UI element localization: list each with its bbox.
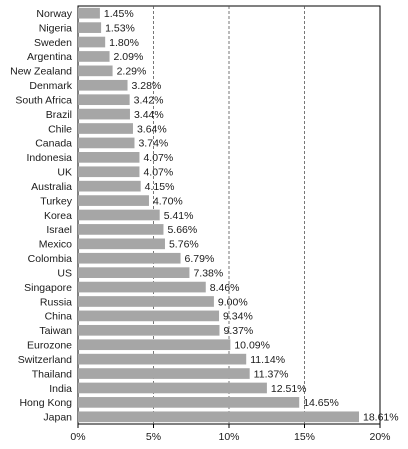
x-tick-label: 15%	[294, 431, 315, 443]
bar	[78, 296, 214, 307]
category-label: Russia	[40, 296, 72, 308]
value-label: 3.42%	[134, 94, 164, 106]
bar	[78, 397, 300, 408]
category-label: China	[45, 311, 73, 323]
bar	[78, 339, 231, 351]
category-label: Nigeria	[39, 22, 72, 34]
category-label: Canada	[35, 138, 72, 150]
value-label: 18.61%	[363, 412, 399, 424]
category-label: Indonesia	[26, 152, 72, 164]
category-label: Norway	[36, 8, 72, 20]
bar	[78, 267, 190, 278]
bar	[78, 195, 149, 206]
bar	[78, 123, 133, 134]
value-label: 14.65%	[303, 397, 339, 409]
category-label: Brazil	[46, 109, 72, 121]
x-tick-label: 0%	[70, 431, 85, 443]
category-label: Denmark	[29, 80, 72, 92]
bar	[78, 79, 128, 91]
bar	[78, 108, 130, 120]
category-label: Chile	[48, 123, 72, 135]
bar	[78, 94, 130, 106]
category-label: Australia	[31, 181, 72, 193]
value-label: 4.15%	[145, 181, 175, 193]
value-label: 11.37%	[254, 368, 289, 380]
x-tick-label: 10%	[218, 431, 239, 443]
value-label: 5.76%	[169, 239, 199, 251]
bar	[78, 252, 181, 264]
category-label: Korea	[44, 210, 72, 222]
value-label: 3.28%	[132, 80, 162, 92]
bar	[78, 411, 360, 423]
category-label: South Africa	[15, 94, 72, 106]
bar	[78, 152, 140, 163]
category-label: Japan	[43, 412, 72, 424]
bar	[78, 7, 100, 19]
bar	[78, 310, 220, 322]
category-label: Thailand	[32, 368, 72, 380]
bar	[78, 51, 110, 62]
value-label: 2.29%	[117, 66, 147, 78]
bar	[78, 324, 220, 336]
value-label: 3.44%	[134, 109, 164, 121]
bar	[78, 166, 140, 178]
x-tick-label: 20%	[369, 431, 390, 443]
value-label: 4.07%	[143, 152, 173, 164]
value-label: 12.51%	[271, 383, 307, 395]
bar	[78, 224, 164, 235]
value-label: 4.07%	[143, 167, 173, 179]
bar	[78, 368, 250, 379]
value-label: 7.38%	[193, 267, 223, 279]
category-label: US	[57, 267, 72, 279]
value-label: 8.46%	[210, 282, 240, 294]
bar	[78, 238, 165, 250]
value-label: 9.00%	[218, 296, 248, 308]
bar	[78, 281, 206, 293]
x-tick-label: 5%	[146, 431, 161, 443]
value-label: 9.34%	[223, 311, 253, 323]
category-label: Colombia	[28, 253, 73, 265]
value-label: 6.79%	[185, 253, 215, 265]
category-label: Switzerland	[18, 354, 72, 366]
bar	[78, 137, 135, 149]
value-label: 5.66%	[167, 224, 197, 236]
bar	[78, 209, 160, 221]
category-label: New Zealand	[10, 66, 72, 78]
value-label: 3.74%	[138, 138, 168, 150]
value-label: 3.64%	[137, 123, 167, 135]
value-label: 11.14%	[250, 354, 285, 366]
bar	[78, 65, 113, 77]
bar	[78, 353, 247, 365]
category-label: Israel	[46, 224, 72, 236]
value-label: 9.37%	[223, 325, 253, 337]
category-label: Turkey	[40, 195, 72, 207]
value-label: 5.41%	[164, 210, 194, 222]
bar	[78, 22, 102, 33]
category-label: Singapore	[24, 282, 72, 294]
category-label: UK	[57, 167, 72, 179]
category-label: Argentina	[27, 51, 72, 63]
category-label: Hong Kong	[19, 397, 72, 409]
category-label: Sweden	[34, 37, 72, 49]
bar	[78, 180, 141, 192]
value-label: 1.53%	[105, 22, 135, 34]
value-label: 1.45%	[104, 8, 134, 20]
value-label: 1.80%	[109, 37, 139, 49]
bar	[78, 36, 106, 48]
value-label: 10.09%	[234, 340, 270, 352]
bar	[78, 382, 267, 394]
category-label: Taiwan	[39, 325, 72, 337]
value-label: 4.70%	[153, 195, 183, 207]
category-label: Mexico	[39, 239, 72, 251]
category-label: India	[49, 383, 72, 395]
category-label: Eurozone	[27, 340, 72, 352]
value-label: 2.09%	[114, 51, 144, 63]
